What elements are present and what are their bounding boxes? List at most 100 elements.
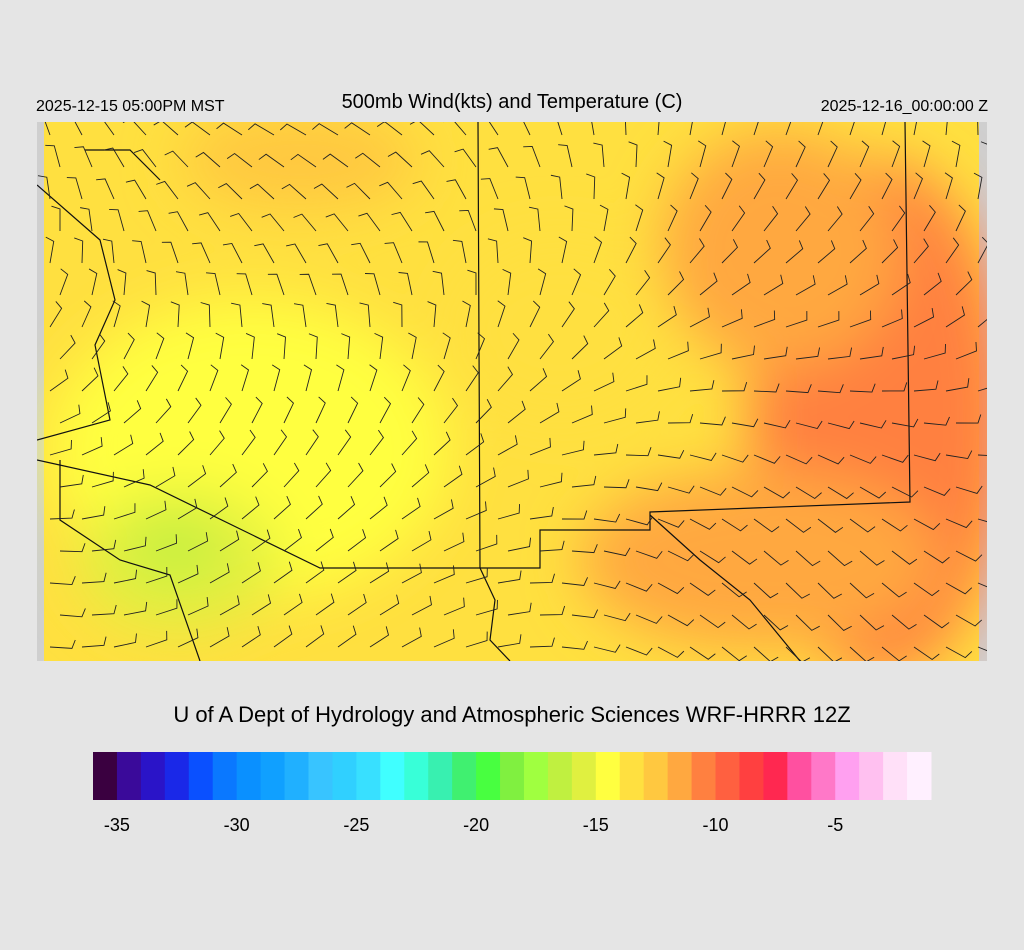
- wind-barb: [369, 562, 390, 584]
- wind-barb: [539, 472, 563, 488]
- wind-barb: [721, 582, 747, 598]
- wind-barb: [283, 396, 294, 424]
- wind-barb: [753, 122, 759, 136]
- wind-barb: [379, 529, 399, 552]
- wind-barb: [980, 141, 987, 145]
- colorbar-swatch: [835, 752, 860, 800]
- wind-barb: [241, 562, 261, 584]
- wind-barb: [387, 151, 413, 168]
- wind-barb: [273, 495, 291, 520]
- wind-barb: [425, 210, 445, 232]
- wind-barb: [138, 210, 157, 232]
- wind-barb: [507, 469, 529, 488]
- wind-barb: [315, 593, 335, 616]
- wind-barb: [465, 365, 479, 392]
- wind-barb: [411, 530, 432, 552]
- wind-barb: [276, 333, 286, 360]
- wind-barb: [881, 172, 893, 200]
- wind-barb: [721, 454, 749, 463]
- wind-barb: [475, 534, 498, 552]
- wind-barb: [656, 172, 665, 200]
- wind-barb: [219, 530, 240, 552]
- wind-barb: [955, 414, 982, 424]
- wind-barb: [973, 172, 983, 200]
- wind-barb: [49, 439, 72, 456]
- wind-barb: [881, 309, 903, 328]
- wind-barb: [827, 550, 853, 567]
- wind-barb: [753, 239, 771, 264]
- wind-barb: [347, 396, 359, 424]
- wind-barb: [502, 268, 512, 296]
- wind-barb: [753, 646, 779, 661]
- wind-barb: [49, 576, 76, 586]
- wind-barb: [923, 272, 942, 296]
- wind-barb: [96, 178, 115, 200]
- wind-barb: [355, 152, 381, 168]
- wind-barb: [293, 303, 307, 328]
- wind-barb: [657, 122, 660, 136]
- wind-barb: [452, 239, 467, 264]
- colorbar-swatch: [404, 752, 429, 800]
- wind-barb: [145, 432, 164, 456]
- wind-barb: [891, 614, 917, 630]
- wind-barb: [443, 597, 465, 616]
- wind-barb: [81, 437, 103, 456]
- wind-barb: [593, 443, 619, 456]
- wind-barb: [689, 582, 716, 596]
- wind-barb: [795, 420, 823, 430]
- wind-barb: [433, 364, 445, 392]
- wind-barb: [625, 646, 653, 656]
- wind-barb: [689, 646, 716, 660]
- wind-barb: [881, 239, 899, 264]
- wind-barb: [913, 582, 940, 597]
- wind-barb: [763, 274, 784, 296]
- wind-barb: [827, 140, 838, 168]
- wind-barb: [308, 333, 318, 360]
- wind-barb: [240, 364, 250, 392]
- wind-barb: [51, 205, 61, 232]
- colorbar-swatch: [476, 752, 501, 800]
- wind-barb: [467, 269, 477, 296]
- colorbar-swatch: [380, 752, 405, 800]
- wind-barb: [977, 318, 987, 328]
- wind-barb: [913, 380, 939, 392]
- wind-barb: [497, 634, 522, 648]
- colorbar-tick-label: -10: [703, 815, 729, 835]
- wind-barb: [433, 431, 451, 456]
- colorbar-swatch: [619, 752, 645, 800]
- wind-barb: [923, 205, 936, 232]
- wind-barb: [988, 205, 995, 231]
- wind-barb: [753, 383, 780, 393]
- wind-barb: [507, 332, 520, 360]
- wind-barb: [401, 497, 421, 520]
- colorbar-swatch: [883, 752, 908, 800]
- wind-barb: [657, 518, 685, 528]
- wind-barb: [785, 311, 808, 328]
- wind-barb: [731, 614, 757, 630]
- wind-barb: [539, 333, 555, 360]
- wind-barb: [49, 639, 76, 649]
- wind-barb: [763, 346, 788, 360]
- wind-barb: [337, 625, 357, 648]
- wind-barb: [625, 304, 644, 328]
- wind-barb: [763, 614, 789, 631]
- wind-barb: [103, 147, 125, 168]
- wind-barb: [186, 182, 211, 200]
- wind-barb: [923, 614, 950, 629]
- wind-barb: [827, 206, 843, 232]
- wind-barb: [955, 341, 977, 360]
- wind-barb: [763, 550, 789, 566]
- wind-barb: [241, 626, 261, 648]
- wind-barb: [945, 518, 973, 529]
- wind-barb: [785, 582, 811, 599]
- wind-barb: [561, 640, 588, 650]
- wind-barb: [731, 205, 746, 232]
- wind-barb: [697, 140, 707, 168]
- wind-barb: [145, 630, 168, 648]
- wind-barb: [913, 518, 941, 531]
- wind-barb: [667, 271, 685, 296]
- wind-barb: [763, 486, 791, 499]
- wind-barb: [418, 241, 435, 264]
- wind-barb: [487, 238, 499, 264]
